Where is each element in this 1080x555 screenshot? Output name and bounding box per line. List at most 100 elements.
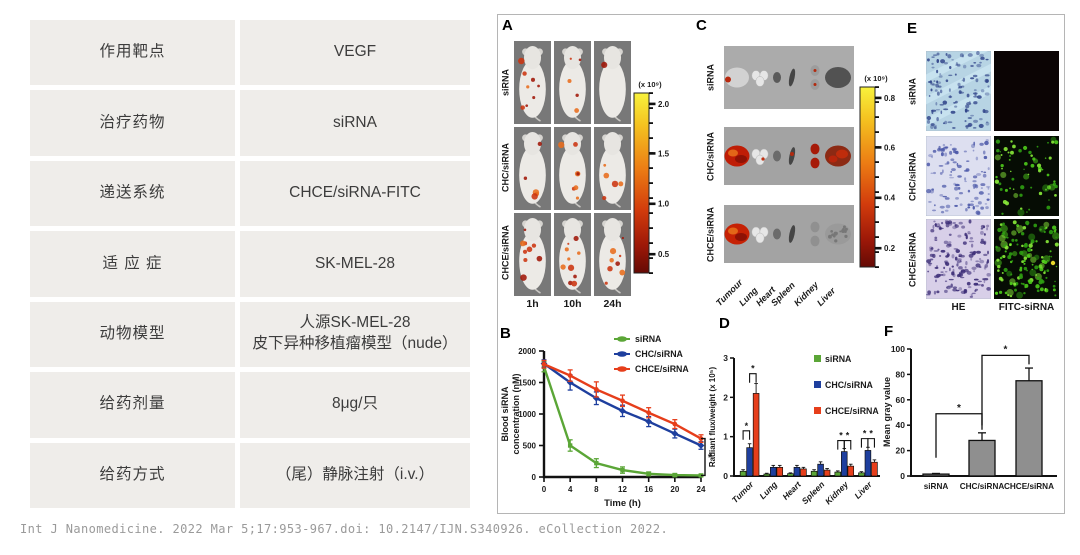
svg-text:20: 20 [670,485,679,494]
panel-a-colorbar: (x 10⁹) 2.0 1.5 1.0 0.5 [628,77,676,289]
mean-gray-value-bar-chart: 0 20 40 60 80 100 Mean gray value siRNA CHC/siRN… [881,325,1064,513]
table-row: 给药方式 （尾）静脉注射（i.v.） [30,442,470,508]
svg-text:0: 0 [723,471,728,481]
svg-text:4: 4 [568,485,573,494]
svg-text:1500: 1500 [518,379,536,388]
svg-text:2.0: 2.0 [658,100,670,109]
table-row-label: 动物模型 [30,301,235,368]
svg-text:1000: 1000 [518,410,536,419]
svg-text:1: 1 [723,432,728,442]
panel-b-label: B [500,325,511,342]
svg-text:CHC/siRNA: CHC/siRNA [960,482,1005,491]
svg-text:80: 80 [896,369,906,379]
svg-text:8: 8 [594,485,599,494]
panel-e-column-label: HE [951,302,966,313]
panel-d-chart-svg: 0 1 2 3 Radiant flux/weight (x 10⁵) Tumor Lung… [708,353,880,506]
svg-text:2: 2 [723,392,728,402]
svg-text:Tumor: Tumor [730,479,756,505]
svg-text:Liver: Liver [852,479,874,501]
svg-text:Radiant flux/weight (x 10⁵): Radiant flux/weight (x 10⁵) [708,367,717,468]
panel-a-label: A [502,17,513,34]
svg-text:*: * [863,429,867,439]
svg-text:Kidney: Kidney [823,478,851,506]
panel-e-row-label: CHCE/siRNA [907,231,918,287]
table-row-value: （尾）静脉注射（i.v.） [240,442,470,508]
table-row-value: siRNA [240,90,470,156]
panel-a-mice-svg [514,41,631,296]
svg-text:CHCE/siRNA: CHCE/siRNA [825,406,879,416]
svg-text:*: * [745,421,749,431]
table-row-value: CHCE/siRNA-FITC [240,160,470,227]
panel-d-label: D [719,315,730,332]
panel-a-row-label: CHCE/siRNA [500,225,511,281]
svg-text:siRNA: siRNA [635,334,662,344]
panel-a-time-label: 24h [603,298,622,310]
svg-text:*: * [751,364,755,374]
table-row-label: 适 应 症 [30,231,235,297]
table-row: 给药剂量 8μg/只 [30,372,470,438]
svg-text:siRNA: siRNA [825,354,852,364]
table-row-value: SK-MEL-28 [240,231,470,297]
svg-text:0.4: 0.4 [884,194,896,203]
svg-text:Time (h): Time (h) [604,498,641,509]
parameter-table: 作用靶点 VEGF 治疗药物 siRNA 递送系统 CHCE/siRNA-FITC 适 应 … [30,20,470,508]
svg-text:CHC/siRNA: CHC/siRNA [635,349,684,359]
svg-text:Mean gray value: Mean gray value [882,377,892,447]
svg-text:2000: 2000 [518,347,536,356]
svg-text:CHCE/siRNA: CHCE/siRNA [1004,482,1054,491]
svg-text:24: 24 [697,485,706,494]
svg-text:CHC/siRNA: CHC/siRNA [825,380,874,390]
panel-e-row-label: CHC/siRNA [907,151,918,201]
svg-text:(x 10⁹): (x 10⁹) [638,80,662,89]
table-row: 递送系统 CHCE/siRNA-FITC [30,160,470,227]
table-row-value: 8μg/只 [240,372,470,438]
panel-a-row-label: CHC/siRNA [500,143,511,193]
svg-text:1.5: 1.5 [658,149,670,158]
svg-text:3: 3 [723,353,728,363]
figure-panel: A B C D E F siRNA CHC/siRNA CHCE/siRNA 1h 10… [497,14,1065,514]
panel-a-colorbar-svg: (x 10⁹) 2.0 1.5 1.0 0.5 [633,80,670,274]
table-row-label: 治疗药物 [30,90,235,156]
panel-b-chart-svg: 0 500 1000 1500 2000 0 4 8 12 16 20 24 Time (h) Blood… [500,334,713,509]
panel-c-organ-grid [720,41,860,281]
svg-text:*: * [957,403,961,414]
svg-text:Spleen: Spleen [800,479,827,506]
svg-text:CHCE/siRNA: CHCE/siRNA [635,364,689,374]
table-row-label: 作用靶点 [30,20,235,86]
table-row-label: 给药方式 [30,442,235,508]
panel-c-label: C [696,17,707,34]
svg-text:*: * [708,452,713,464]
panel-a-time-label: 1h [526,298,539,310]
svg-text:0: 0 [532,473,537,482]
svg-text:20: 20 [896,446,906,456]
svg-text:0.6: 0.6 [884,143,896,152]
svg-text:0: 0 [900,471,905,481]
svg-text:siRNA: siRNA [924,482,949,491]
panel-f-label: F [884,323,894,340]
svg-text:40: 40 [896,420,906,430]
table-row: 适 应 症 SK-MEL-28 [30,231,470,297]
panel-a-time-label: 10h [563,298,582,310]
panel-e-column-label: FITC-siRNA [998,302,1055,313]
panel-e-label: E [907,20,918,37]
svg-text:*: * [839,431,843,441]
svg-text:0.8: 0.8 [884,94,896,103]
panel-a-row-label: siRNA [500,69,511,97]
svg-text:0: 0 [542,485,547,494]
svg-text:Lung: Lung [757,479,779,501]
table-row-label: 给药剂量 [30,372,235,438]
table-row-value: 人源SK-MEL-28 皮下异种移植瘤模型（nude） [240,301,470,368]
svg-text:Blood siRNA: Blood siRNA [500,386,510,441]
table-row: 动物模型 人源SK-MEL-28 皮下异种移植瘤模型（nude） [30,301,470,368]
panel-c-colorbar-svg: (x 10⁹) 0.8 0.6 0.4 0.2 [859,74,896,268]
svg-text:100: 100 [891,344,905,354]
panel-c-row-label: CHC/siRNA [705,131,716,181]
svg-text:1.0: 1.0 [658,200,670,209]
panel-c-colorbar: (x 10⁹) 0.8 0.6 0.4 0.2 [854,71,902,283]
svg-text:*: * [869,429,873,439]
radiant-flux-bar-chart: 0 1 2 3 Radiant flux/weight (x 10⁵) Tumor Lung… [708,325,904,513]
panel-e-histology-svg [926,51,1059,299]
panel-c-organ-label: Liver [814,285,838,308]
svg-text:12: 12 [618,485,627,494]
